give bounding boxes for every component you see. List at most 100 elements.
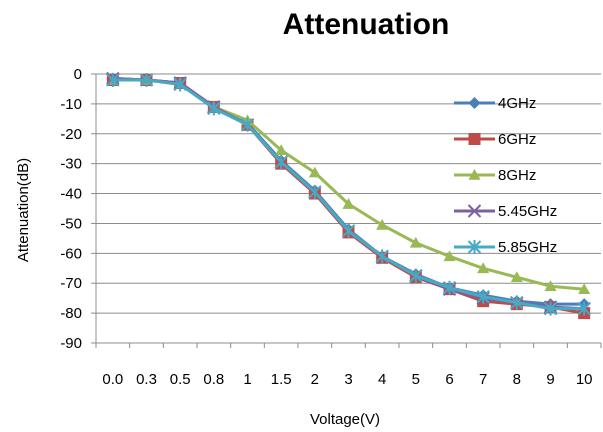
x-tick-label: 4	[378, 371, 386, 388]
data-point	[442, 280, 457, 295]
legend-entry: 6GHz	[454, 131, 536, 148]
legend-label: 5.45GHz	[498, 203, 557, 220]
legend-entry: 5.45GHz	[454, 203, 557, 220]
triangle-marker	[578, 283, 591, 294]
series-group	[106, 71, 591, 320]
x-tick-label: 8	[513, 371, 521, 388]
data-point	[375, 249, 389, 264]
triangle-marker	[468, 169, 481, 180]
y-tick-label: -30	[60, 156, 82, 173]
axes	[91, 73, 602, 348]
series-line	[112, 76, 585, 306]
triangle-marker	[409, 236, 422, 248]
asterisk-marker	[510, 295, 524, 310]
data-point	[274, 155, 288, 170]
x-tick-label: 2	[311, 371, 319, 388]
chart-title: Attenuation	[283, 8, 450, 41]
asterisk-marker	[577, 301, 591, 316]
x-tick-label: 1	[243, 371, 251, 388]
data-point	[443, 250, 456, 262]
asterisk-marker	[341, 223, 356, 238]
x-tick-label: 0.3	[136, 371, 157, 388]
triangle-marker	[477, 262, 490, 274]
x-tick-label: 0.0	[102, 371, 123, 388]
y-tick-label: 0	[74, 66, 82, 83]
legend-entry: 5.85GHz	[454, 239, 557, 256]
x-tick-label: 6	[445, 371, 453, 388]
data-point	[308, 185, 322, 200]
data-point	[376, 218, 389, 230]
data-point	[173, 77, 187, 92]
y-tick-label: -90	[60, 335, 82, 352]
series-line	[112, 78, 585, 311]
legend-label: 4GHz	[498, 95, 536, 112]
asterisk-marker	[442, 280, 457, 295]
asterisk-marker	[173, 77, 187, 92]
legend-label: 8GHz	[498, 167, 536, 184]
asterisk-marker	[467, 240, 482, 254]
data-point	[342, 198, 355, 209]
asterisk-marker	[139, 72, 154, 87]
data-point	[275, 144, 288, 156]
asterisk-marker	[106, 72, 120, 87]
data-point	[577, 301, 591, 316]
data-point	[544, 280, 557, 292]
data-point	[207, 101, 221, 116]
x-tick-label: 1.5	[271, 371, 292, 388]
data-point	[468, 97, 481, 109]
y-tick-label: -40	[60, 186, 82, 203]
asterisk-marker	[476, 289, 490, 304]
data-point	[468, 133, 481, 145]
diamond-marker	[468, 97, 481, 109]
data-point	[476, 289, 490, 304]
data-point	[139, 72, 154, 87]
y-tick-labels: 0 -10 -20 -30 -40 -50 -60 -70 -80 -90	[60, 66, 82, 352]
legend-entry: 8GHz	[454, 167, 536, 184]
triangle-marker	[544, 280, 557, 292]
x-tick-labels: 0.0 0.3 0.5 0.8 1 1.5 2 3 4 5 6 7 8 9 10	[102, 371, 592, 388]
asterisk-marker	[274, 155, 288, 170]
x-tick-label: 3	[344, 371, 352, 388]
data-point	[106, 72, 120, 87]
x-tick-label: 7	[479, 371, 487, 388]
asterisk-marker	[409, 268, 423, 283]
data-point	[308, 166, 321, 178]
y-tick-label: -80	[60, 305, 82, 322]
legend-label: 6GHz	[498, 131, 536, 148]
asterisk-marker	[375, 249, 389, 264]
asterisk-marker	[543, 301, 558, 316]
data-point	[477, 262, 490, 274]
y-tick-label: -50	[60, 215, 82, 232]
x-axis-title: Voltage(V)	[310, 411, 380, 428]
data-point	[409, 268, 423, 283]
y-axis-title: Attenuation(dB)	[15, 158, 32, 262]
y-tick-label: -60	[60, 245, 82, 262]
triangle-marker	[510, 271, 523, 283]
data-point	[409, 236, 422, 248]
x-tick-label: 0.8	[203, 371, 224, 388]
data-point	[240, 117, 255, 132]
x-marker	[467, 204, 482, 218]
x-tick-label: 9	[546, 371, 554, 388]
x-tick-label: 0.5	[170, 371, 191, 388]
data-point	[467, 240, 482, 254]
data-point	[578, 283, 591, 294]
data-point	[510, 271, 523, 283]
asterisk-marker	[240, 117, 255, 132]
x-tick-label: 10	[576, 371, 593, 388]
triangle-marker	[308, 166, 321, 178]
series-5-85ghz	[106, 72, 591, 316]
triangle-marker	[342, 198, 355, 209]
y-tick-label: -70	[60, 275, 82, 292]
legend-label: 5.85GHz	[498, 239, 557, 256]
data-point	[510, 295, 524, 310]
square-marker	[468, 133, 481, 145]
asterisk-marker	[308, 185, 322, 200]
data-point	[543, 301, 558, 316]
data-point	[468, 169, 481, 180]
y-tick-label: -20	[60, 126, 82, 143]
triangle-marker	[443, 250, 456, 262]
data-point	[467, 204, 482, 218]
data-point	[341, 223, 356, 238]
